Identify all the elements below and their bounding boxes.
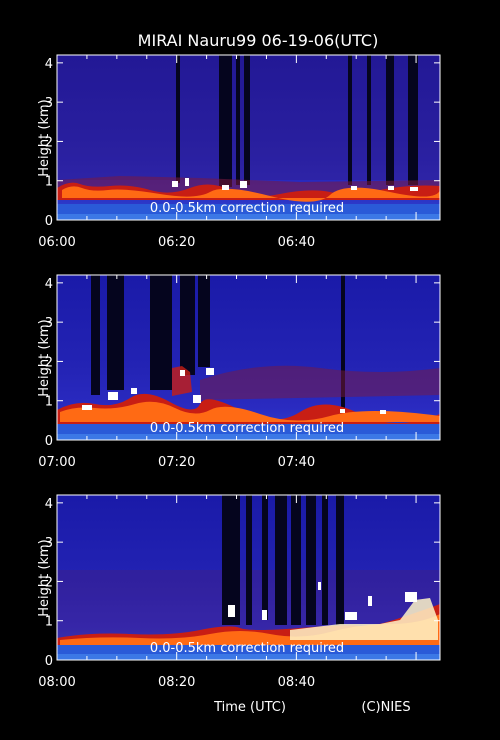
panel-3-ylabel: Height (km) <box>37 539 52 616</box>
panel-2-gap <box>107 275 124 390</box>
panel-1-frame <box>56 54 441 221</box>
panel-3-gap <box>322 495 328 625</box>
panel-1-ylabel: Height (km) <box>37 99 52 176</box>
x-tick-label: 08:40 <box>278 675 315 690</box>
panel-3-gap <box>275 495 287 625</box>
panel-1-gap <box>367 55 371 185</box>
panel-2-gap <box>150 275 172 390</box>
panel-3-cloud <box>228 605 235 617</box>
panel-2-yaxis: 0 1 2 3 4 <box>45 277 440 449</box>
x-tick-label: 07:00 <box>38 455 75 470</box>
panel-3-cloud-band <box>290 598 438 640</box>
panel-2-cloud <box>380 410 386 414</box>
panel-2-boundary-layer-core <box>60 401 440 422</box>
y-tick-label: 0 <box>45 654 53 669</box>
panel-3-xaxis: 08:00 08:20 08:40 <box>38 495 417 690</box>
panel-1-gap <box>348 55 352 185</box>
panel-2-cloud <box>340 409 345 413</box>
panel-1-cloud <box>222 185 229 190</box>
panel-1-gap <box>219 55 232 187</box>
panel-2-cloud <box>108 392 118 400</box>
y-tick-label: 1 <box>45 615 53 630</box>
y-tick-label: 1 <box>45 175 53 190</box>
panel-3-gap <box>246 495 252 625</box>
x-tick-label: 06:00 <box>38 235 75 250</box>
y-tick-label: 2 <box>45 575 53 590</box>
panel-3-cloud <box>318 582 321 590</box>
panel-1-annotation: 0.0-0.5km correction required <box>150 201 344 216</box>
panel-2-cloud <box>206 368 214 375</box>
x-axis-title: Time (UTC) <box>213 700 286 715</box>
panel-3-cloud <box>262 610 267 620</box>
y-tick-label: 2 <box>45 135 53 150</box>
x-tick-label: 08:00 <box>38 675 75 690</box>
panel-1-gap <box>244 55 250 185</box>
panel-2-cloud <box>180 370 185 376</box>
panel-1-cloud <box>388 186 394 190</box>
panel-3-cloud <box>368 596 372 606</box>
panel-2-gap <box>180 275 195 375</box>
panel-2-annotation: 0.0-0.5km correction required <box>150 421 344 436</box>
panel-3-annotation: 0.0-0.5km correction required <box>150 641 344 656</box>
panel-3-gap <box>306 495 316 625</box>
x-tick-label: 06:40 <box>278 235 315 250</box>
panel-1-xaxis: 06:00 06:20 06:40 <box>38 55 417 250</box>
panel-2-heatmap <box>57 275 440 440</box>
panel-1-cloud <box>185 178 189 186</box>
x-tick-label: 07:40 <box>278 455 315 470</box>
y-tick-label: 3 <box>45 96 53 111</box>
panel-3-yaxis: 0 1 2 3 4 <box>45 497 440 669</box>
panel-1-cloud <box>410 187 418 191</box>
panel-1-boundary-layer-core <box>62 186 440 202</box>
panel-1-gap <box>408 55 418 185</box>
panel-3-gap <box>291 495 301 625</box>
panel-1-gap <box>386 55 394 185</box>
panel-2-xaxis: 07:00 07:20 07:40 <box>38 275 417 470</box>
figure-title: MIRAI Nauru99 06-19-06(UTC) <box>138 31 379 50</box>
y-tick-label: 2 <box>45 355 53 370</box>
panel-2-ylabel: Height (km) <box>37 319 52 396</box>
panel-3: 0.0-0.5km correction required Height (km… <box>37 494 441 690</box>
credit-label: (C)NIES <box>361 700 410 715</box>
panel-2-frame <box>56 274 441 441</box>
panel-2-cloud <box>131 388 137 394</box>
y-tick-label: 0 <box>45 214 53 229</box>
panel-1: 0.0-0.5km correction required Height (km… <box>37 54 441 250</box>
x-tick-label: 07:20 <box>158 455 195 470</box>
panel-2-gap <box>198 275 210 367</box>
panel-2: 0.0-0.5km correction required Height (km… <box>37 274 441 470</box>
y-tick-label: 0 <box>45 434 53 449</box>
panel-1-cloud <box>172 181 178 187</box>
y-tick-label: 4 <box>45 57 53 72</box>
panel-3-gap <box>336 495 344 625</box>
panel-2-haze <box>200 365 440 400</box>
panel-3-frame <box>56 494 441 661</box>
y-tick-label: 3 <box>45 316 53 331</box>
panel-1-gap <box>176 55 180 183</box>
x-tick-label: 08:20 <box>158 675 195 690</box>
y-tick-label: 3 <box>45 536 53 551</box>
panel-1-gap <box>236 55 240 185</box>
panel-3-cloud <box>345 612 357 620</box>
panel-3-heatmap <box>57 495 440 660</box>
panel-1-heatmap <box>57 55 440 220</box>
panel-2-gap <box>91 275 100 395</box>
panel-2-cloud <box>193 395 201 403</box>
y-tick-label: 4 <box>45 497 53 512</box>
panel-3-gap <box>222 495 240 625</box>
x-tick-label: 06:20 <box>158 235 195 250</box>
panel-3-cloud <box>405 592 417 602</box>
panel-2-gap <box>341 275 345 410</box>
panel-3-gap <box>262 495 268 620</box>
panel-1-yaxis: 0 1 2 3 4 <box>45 57 440 229</box>
panel-1-cloud <box>351 186 357 190</box>
y-tick-label: 1 <box>45 395 53 410</box>
panel-2-cloud <box>82 405 92 410</box>
panel-1-cloud <box>240 181 247 188</box>
y-tick-label: 4 <box>45 277 53 292</box>
panel-2-plume <box>172 366 192 396</box>
